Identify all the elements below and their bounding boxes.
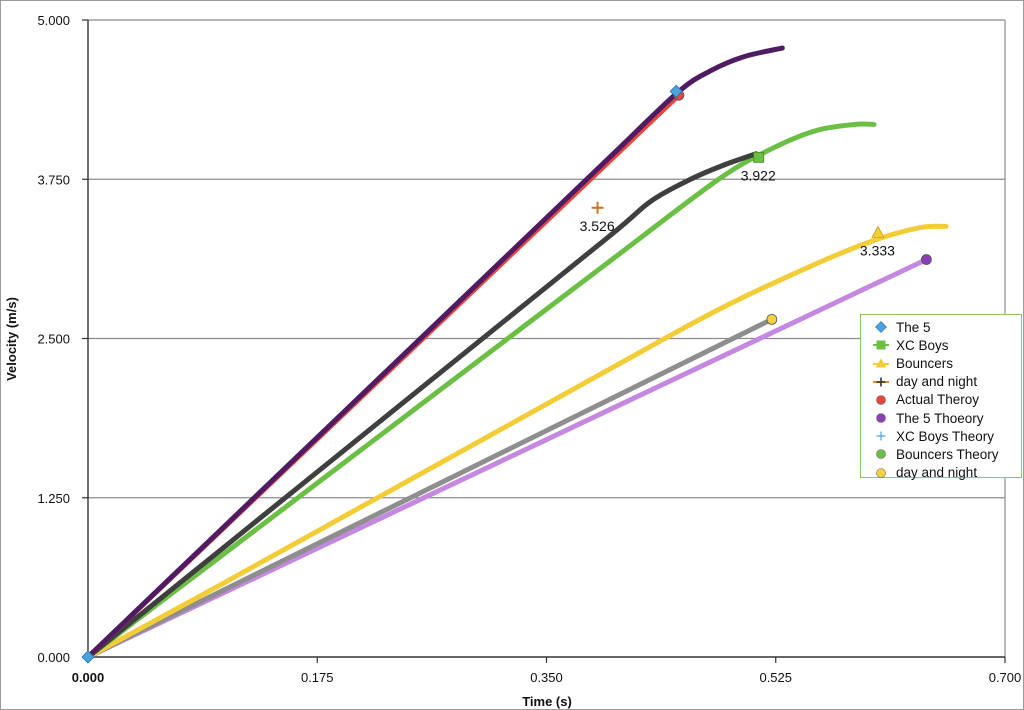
y-tick-label: 3.750 (37, 172, 70, 187)
x-tick-label: 0.000 (72, 670, 105, 685)
legend-label: The 5 Thoeory (896, 410, 984, 426)
legend-label: day and night (896, 465, 978, 481)
legend: The 5 XC Boys Bouncers day and night Actual … (860, 314, 1022, 480)
series-marker-6 (669, 84, 683, 98)
legend-label: Actual Theroy (896, 392, 980, 408)
legend-symbol (873, 377, 889, 387)
legend-symbol (873, 358, 889, 368)
x-tick-label: 0.175 (301, 670, 334, 685)
series-line-6 (85, 45, 785, 660)
x-tick-label: 0.525 (759, 670, 792, 685)
legend-label: Bouncers Theory (896, 446, 999, 462)
data-label-3: 3.922 (741, 167, 776, 183)
legend-symbol (875, 321, 887, 334)
data-labels: 3.333 3.922 3.526 (580, 167, 896, 258)
y-tick-labels: 0.000 1.250 2.500 3.750 5.000 (37, 13, 70, 665)
legend-item: day and night (873, 464, 1021, 482)
series-line-1 (85, 319, 770, 660)
legend-label: The 5 (896, 319, 931, 335)
legend-label: day and night (896, 374, 978, 390)
legend-symbol (876, 413, 886, 423)
x-axis-title: Time (s) (522, 694, 572, 709)
series-marker-0 (921, 254, 932, 265)
legend-label: Bouncers (896, 355, 954, 371)
legend-item: XC Boys (873, 336, 1021, 354)
y-tick-label: 1.250 (37, 491, 70, 506)
legend-label: XC Boys (896, 337, 949, 353)
legend-item: day and night (873, 373, 1021, 391)
y-tick-label: 2.500 (37, 332, 70, 347)
data-label-7: 3.526 (580, 218, 615, 234)
legend-item: Actual Theroy (873, 391, 1021, 409)
x-tick-labels: 0.000 0.175 0.350 0.525 0.700 (72, 670, 1022, 685)
y-tick-label: 5.000 (37, 13, 70, 28)
legend-label: XC Boys Theory (896, 428, 995, 444)
series-line-3 (85, 121, 877, 660)
legend-item: Bouncers Theory (873, 445, 1021, 463)
legend-item: The 5 Thoeory (873, 409, 1021, 427)
legend-item: Bouncers (873, 354, 1021, 372)
series-lines (85, 45, 949, 660)
legend-symbol (876, 449, 886, 460)
series-marker-7 (591, 201, 604, 214)
axes (82, 19, 1006, 663)
legend-item: XC Boys Theory (873, 427, 1021, 445)
series-markers (81, 84, 932, 664)
series-marker-2 (871, 225, 885, 238)
y-tick-label: 0.000 (37, 650, 70, 665)
legend-symbol (873, 340, 889, 350)
data-label-2: 3.333 (860, 242, 895, 258)
y-axis-title: Velocity (m/s) (4, 297, 19, 381)
series-marker-1 (766, 313, 778, 325)
legend-symbol (876, 395, 886, 405)
legend-symbol (876, 431, 886, 441)
legend-symbol (876, 467, 886, 478)
series-line-2 (85, 223, 949, 660)
series-line-4 (85, 151, 759, 660)
series-marker-3 (753, 151, 765, 163)
origin-marker (81, 650, 95, 664)
x-tick-label: 0.700 (989, 670, 1022, 685)
x-tick-label: 0.350 (530, 670, 563, 685)
legend-item: The 5 (873, 318, 1021, 336)
